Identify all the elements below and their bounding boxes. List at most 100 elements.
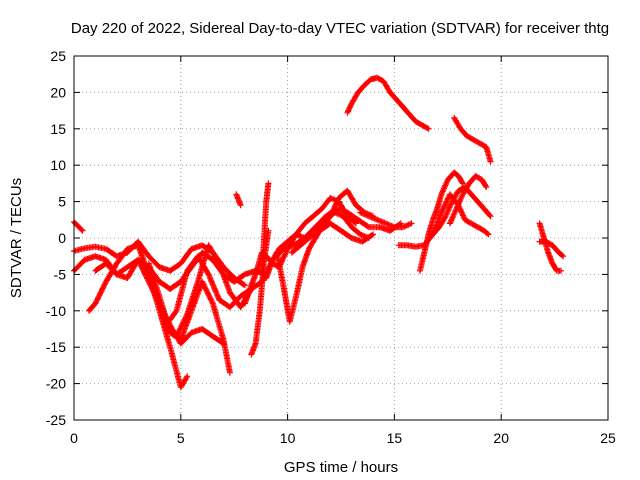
data-point [457,125,470,138]
x-tick-label: 15 [387,430,403,446]
data-point [459,181,472,198]
y-tick-label: 5 [58,194,66,210]
y-tick-label: -15 [46,339,66,355]
data-point [412,118,424,128]
data-point [483,144,494,164]
data-point [205,271,222,302]
data-point [451,114,463,131]
data-point [474,198,487,211]
data-point [194,243,212,285]
data-point [209,300,227,342]
y-tick-label: -25 [46,412,66,428]
data-point [399,104,412,117]
data-point [393,96,405,109]
x-tick-label: 5 [177,430,185,446]
data-point [543,238,555,248]
data-point [184,373,191,380]
grid-lines [74,56,608,420]
data-point [374,74,386,84]
data-point [476,140,488,150]
data-point [348,90,361,107]
data-point [259,236,267,278]
data-point [75,223,85,233]
data-point [188,280,205,314]
data-point [474,224,486,233]
y-tick-label: 25 [50,48,66,64]
data-point [461,216,473,226]
data-point [233,191,244,207]
data-point [549,260,559,273]
data-point [216,260,233,295]
data-point [263,258,276,281]
data-point [248,341,258,358]
data-series-s24 [536,238,567,260]
data-point [365,235,372,241]
data-point [301,214,316,227]
data-point [167,344,184,389]
data-point [344,213,358,226]
data-series-s22 [446,173,490,227]
data-point [438,192,453,216]
data-point [536,220,547,240]
data-point [370,231,376,238]
data-series-s9 [233,191,244,209]
data-series-s7 [162,205,404,329]
data-point [353,220,359,227]
chart-title: Day 220 of 2022, Sidereal Day-to-day VTE… [71,20,609,37]
data-point [199,278,216,306]
data-point [470,136,482,146]
data-point [442,200,455,220]
data-point [184,280,201,318]
data-series-s12 [259,180,272,278]
data-point [177,247,194,267]
data-point [199,326,215,339]
data-point [560,253,567,260]
data-series-s16 [344,74,432,132]
data-series-s4 [86,242,191,391]
data-point [226,289,243,309]
data-series-s15 [288,209,372,256]
data-point [479,176,489,189]
data-point [453,192,466,212]
data-point [438,178,451,198]
data-point [397,220,404,227]
data-point [355,83,367,96]
data-point [79,227,86,234]
data-point [436,214,448,231]
data-series-s17 [357,209,415,231]
data-point [558,267,564,274]
data-point [483,184,490,190]
data-point [273,249,286,287]
data-point [177,374,190,391]
data-point [226,369,233,376]
y-tick-label: 10 [50,157,66,173]
data-point [338,227,354,241]
data-point [472,173,484,182]
data-point [184,254,200,274]
y-axis-label: SDTVAR / TECUs [8,178,25,298]
data-point [113,247,130,267]
data-point [549,242,561,255]
data-point [464,133,476,142]
data-point [310,206,324,220]
data-point [162,309,179,329]
data-point [231,272,247,285]
data-point [261,200,270,241]
data-point [408,220,415,227]
data-point [237,202,244,209]
x-tick-label: 25 [600,430,616,446]
data-point [92,280,109,307]
data-point [425,218,436,238]
data-point [297,235,311,249]
y-tick-label: 0 [58,230,66,246]
data-point [406,111,418,124]
data-point [425,125,432,132]
data-point [380,78,393,94]
data-point [417,251,427,274]
data-point [173,269,190,314]
data-point [361,77,373,89]
data-point [86,301,98,314]
data-point [421,232,432,256]
data-point [167,279,183,292]
